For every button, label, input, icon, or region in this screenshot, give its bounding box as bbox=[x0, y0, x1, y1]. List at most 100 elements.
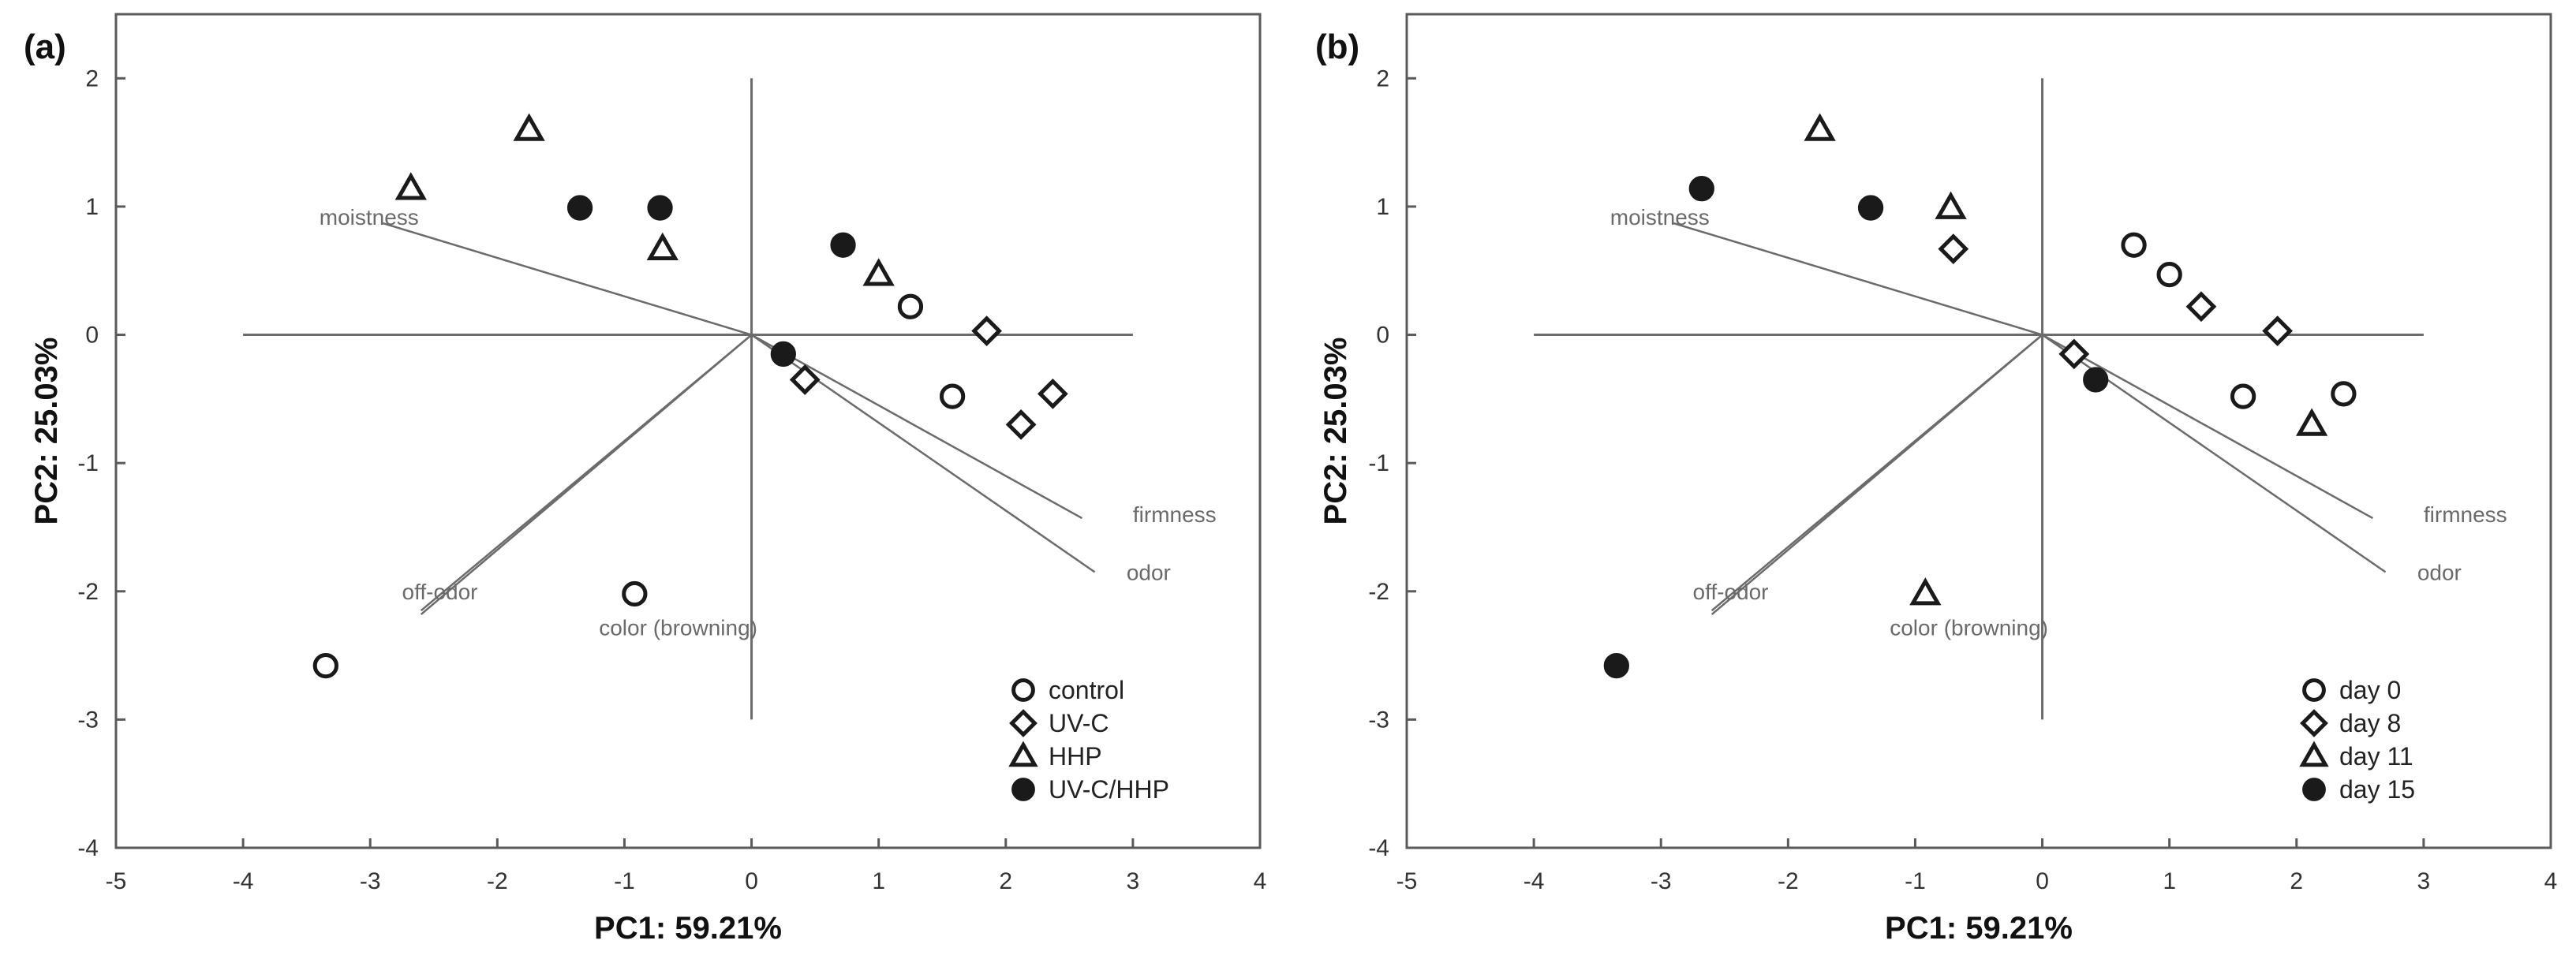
y-tick-label: -3 bbox=[77, 707, 99, 733]
x-tick-label: 2 bbox=[2290, 868, 2303, 894]
loading-label-color-browning: color (browning) bbox=[599, 615, 757, 640]
x-tick-label: 2 bbox=[999, 868, 1012, 894]
legend-label: day 15 bbox=[2339, 775, 2415, 804]
data-point bbox=[770, 341, 796, 368]
plot-frame bbox=[114, 13, 1262, 849]
loading-vector-color-browning bbox=[1710, 334, 2043, 615]
data-point bbox=[789, 364, 821, 395]
data-point bbox=[1935, 191, 1967, 219]
loading-label-odor: odor bbox=[1127, 560, 1171, 584]
pca-panel-a: -5 -4 -3 -2 -1 0 1 2 3 4 2 1 0 -1 -2 -3 -4 moistness firmn… bbox=[24, 13, 1267, 946]
y-tick-label: 2 bbox=[1376, 65, 1389, 91]
data-point bbox=[1909, 577, 1942, 606]
data-point bbox=[939, 383, 966, 409]
series-day-11 bbox=[1804, 113, 2328, 606]
legend: day 0 day 8 day 11 day 15 bbox=[2299, 676, 2415, 804]
plot-frame bbox=[1405, 13, 2552, 849]
data-point bbox=[622, 580, 648, 607]
data-point bbox=[2156, 261, 2182, 288]
data-point bbox=[2295, 408, 2328, 436]
data-point bbox=[2331, 381, 2357, 407]
legend-marker bbox=[2299, 741, 2329, 767]
y-axis-title: PC2: 25.03% bbox=[1318, 338, 1353, 525]
panel-label: (b) bbox=[1315, 28, 1359, 66]
legend-marker bbox=[2302, 678, 2326, 702]
loading-vector-firmness bbox=[2041, 334, 2374, 520]
series-day-15 bbox=[1603, 176, 2109, 679]
data-point bbox=[2185, 291, 2217, 323]
legend-label: UV-C bbox=[1049, 709, 1109, 737]
x-axis-title: PC1: 59.21% bbox=[1885, 911, 2073, 946]
loading-label-odor: odor bbox=[2417, 560, 2462, 584]
y-tick-label: -3 bbox=[1368, 707, 1389, 733]
legend-label: UV-C/HHP bbox=[1049, 775, 1169, 804]
data-point bbox=[897, 293, 924, 319]
data-point bbox=[1857, 195, 1884, 221]
y-tick-label: -2 bbox=[1368, 579, 1389, 605]
x-tick-label: -5 bbox=[106, 868, 127, 894]
x-tick-label: 0 bbox=[745, 868, 758, 894]
legend-marker bbox=[2302, 778, 2326, 801]
x-tick-label: -2 bbox=[487, 868, 508, 894]
y-tick-label: -1 bbox=[1368, 450, 1389, 476]
data-point bbox=[1005, 409, 1037, 440]
data-point bbox=[2058, 338, 2090, 370]
panel-label: (a) bbox=[24, 28, 66, 66]
series-uv-c bbox=[789, 315, 1068, 440]
x-tick-label: -2 bbox=[1778, 868, 1799, 894]
loading-vector-color-browning bbox=[420, 334, 753, 615]
x-tick-label: 4 bbox=[2544, 868, 2558, 894]
legend-marker bbox=[2300, 709, 2328, 737]
data-point bbox=[647, 195, 673, 221]
y-tick-label: -4 bbox=[1368, 835, 1389, 861]
loading-label-moistness: moistness bbox=[1610, 205, 1710, 229]
loading-label-off-odor: off-odor bbox=[1693, 580, 1769, 604]
data-point bbox=[566, 195, 593, 221]
data-point bbox=[2262, 315, 2293, 347]
series-control bbox=[312, 293, 966, 679]
y-tick-label: 0 bbox=[1376, 323, 1389, 349]
x-tick-label: -1 bbox=[614, 868, 635, 894]
legend-label: day 0 bbox=[2339, 676, 2401, 704]
pca-panel-b: -5 -4 -3 -2 -1 0 1 2 3 4 2 1 0 -1 -2 -3 -4 moistness firmn… bbox=[1315, 13, 2558, 946]
data-point bbox=[2121, 232, 2147, 258]
x-tick-label: 0 bbox=[2036, 868, 2049, 894]
x-tick-label: 3 bbox=[2417, 868, 2431, 894]
y-tick-label: -2 bbox=[77, 579, 99, 605]
x-tick-label: 1 bbox=[872, 868, 885, 894]
y-tick-label: 0 bbox=[85, 323, 99, 349]
x-tick-label: -4 bbox=[1524, 868, 1545, 894]
x-tick-label: 3 bbox=[1127, 868, 1140, 894]
loading-vector-moistness bbox=[1673, 222, 2043, 336]
data-point bbox=[646, 232, 679, 260]
data-point bbox=[312, 652, 338, 679]
y-axis-title: PC2: 25.03% bbox=[29, 338, 64, 525]
legend-label: HHP bbox=[1049, 742, 1102, 771]
y-tick-label: 1 bbox=[85, 194, 99, 220]
legend: control UV-C HHP UV-C/HHP bbox=[1008, 676, 1169, 804]
data-point bbox=[1938, 233, 1969, 264]
legend-marker bbox=[1009, 709, 1038, 737]
loading-label-off-odor: off-odor bbox=[402, 580, 478, 604]
x-tick-label: -1 bbox=[1905, 868, 1926, 894]
series-day-0 bbox=[2121, 232, 2357, 409]
data-point bbox=[2083, 367, 2109, 393]
legend-marker bbox=[1011, 678, 1035, 702]
data-point bbox=[971, 315, 1002, 347]
loading-label-moistness: moistness bbox=[320, 205, 419, 229]
legend-marker bbox=[1008, 741, 1038, 767]
y-tick-label: 2 bbox=[85, 65, 99, 91]
x-tick-label: 4 bbox=[1254, 868, 1267, 894]
loading-label-firmness: firmness bbox=[2424, 502, 2507, 527]
data-point bbox=[394, 172, 427, 200]
data-point bbox=[1804, 113, 1836, 141]
loading-vector-firmness bbox=[750, 334, 1083, 520]
legend-label: control bbox=[1049, 676, 1124, 704]
y-tick-label: -1 bbox=[77, 450, 99, 476]
data-point bbox=[1603, 652, 1629, 679]
y-tick-label: -4 bbox=[77, 835, 99, 861]
data-point bbox=[830, 232, 856, 258]
x-tick-label: -3 bbox=[360, 868, 381, 894]
series-day-8 bbox=[1938, 233, 2293, 370]
